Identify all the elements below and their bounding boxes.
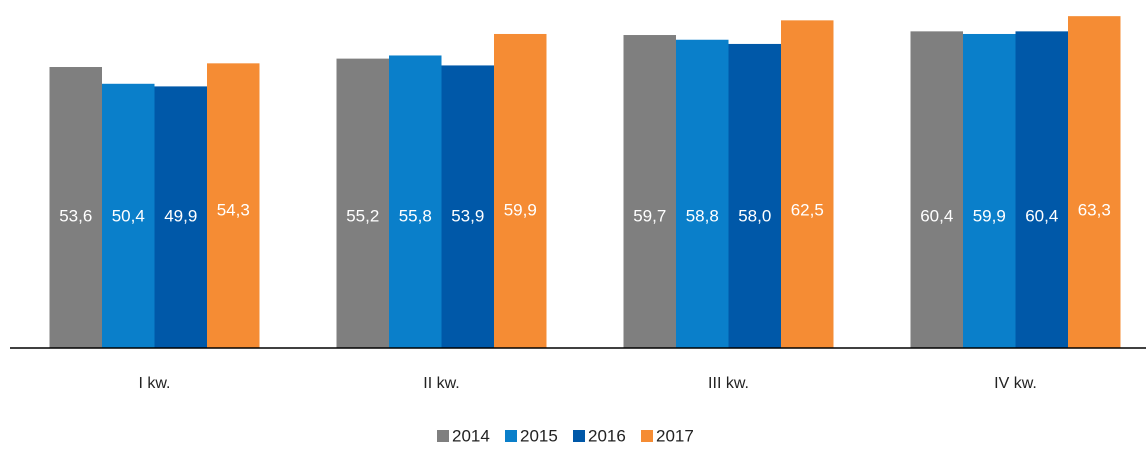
x-tick-label: IV kw. (994, 375, 1037, 392)
data-label: 50,4 (112, 206, 145, 225)
bar (676, 39, 729, 348)
data-label: 49,9 (164, 206, 197, 225)
legend-swatch (641, 430, 653, 442)
data-label: 53,9 (451, 206, 484, 225)
bar (910, 31, 963, 349)
legend-swatch (437, 430, 449, 442)
data-label: 62,5 (791, 200, 824, 219)
data-label: 53,6 (59, 206, 92, 225)
x-tick-label: I kw. (138, 375, 170, 392)
data-label: 54,3 (217, 200, 250, 219)
data-label: 58,0 (738, 206, 771, 225)
bar (1068, 16, 1121, 349)
x-tick-label: II kw. (423, 375, 459, 392)
bar (623, 35, 676, 348)
bar (154, 86, 207, 349)
legend-label: 2014 (452, 426, 490, 444)
bar (728, 43, 781, 348)
data-label: 55,8 (399, 206, 432, 225)
bar (336, 58, 389, 348)
data-label: 55,2 (346, 206, 379, 225)
data-label: 60,4 (920, 206, 953, 225)
data-label: 59,9 (973, 206, 1006, 225)
data-label: 58,8 (686, 206, 719, 225)
bar (441, 65, 494, 348)
legend-label: 2016 (588, 426, 626, 444)
legend-label: 2017 (656, 426, 694, 444)
legend-swatch (505, 430, 517, 442)
data-label: 60,4 (1025, 206, 1058, 225)
bar (49, 67, 102, 349)
x-tick-label: III kw. (708, 375, 749, 392)
data-label: 59,9 (504, 200, 537, 219)
bar (494, 33, 547, 348)
data-label: 59,7 (633, 206, 666, 225)
bar (1015, 31, 1068, 349)
data-label: 63,3 (1078, 200, 1111, 219)
bar (389, 55, 442, 349)
bar (781, 20, 834, 349)
bar (963, 33, 1016, 348)
legend-label: 2015 (520, 426, 558, 444)
legend-swatch (573, 430, 585, 442)
bar (102, 83, 155, 349)
bar (207, 63, 260, 348)
